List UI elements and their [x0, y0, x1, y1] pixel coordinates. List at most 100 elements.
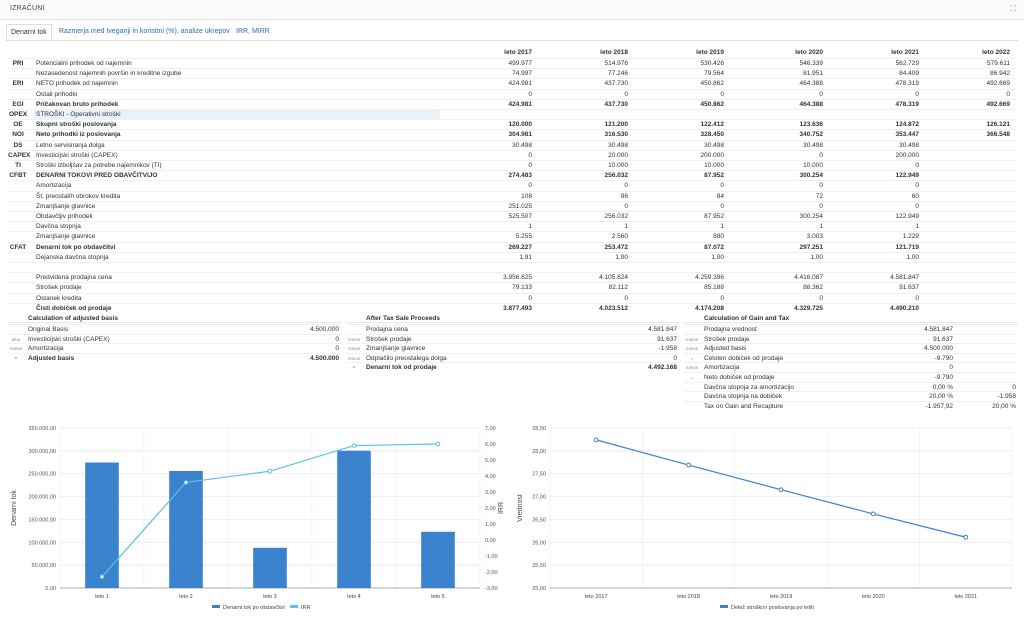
- expand-icon[interactable]: ⛶: [1010, 4, 1016, 13]
- cell-value: 0: [528, 294, 532, 302]
- row-value: 0,00 %: [932, 383, 953, 391]
- row-label: Investicijski stroški (CAPEX): [28, 335, 110, 343]
- row-value-secondary: 0: [1012, 383, 1016, 391]
- cell-value: 108: [521, 192, 532, 200]
- cell-value: 1,00: [906, 253, 919, 261]
- cell-value: 300.254: [799, 172, 824, 180]
- box-title: Calculation of Gain and Tax: [704, 315, 790, 322]
- row-value: -9.790: [934, 374, 953, 381]
- box-title-row: Calculation of Gain and Tax: [684, 314, 1018, 324]
- column-header: leto 2019: [696, 49, 724, 56]
- cell-value: 0: [720, 90, 724, 98]
- box-row: minus Strošek prodaje 91.637: [346, 333, 679, 343]
- cell-value: 60: [911, 192, 919, 200]
- y2-tick-label: 2,00: [485, 506, 496, 512]
- box-row: minus Strošek prodaje 91.637: [684, 333, 1018, 343]
- y-axis-label: Vrednost: [517, 494, 524, 522]
- cell-value: 2.560: [611, 233, 628, 241]
- cell-value: 121.719: [895, 243, 920, 251]
- row-sign: minus: [9, 346, 22, 352]
- y2-tick-label: 5,00: [485, 458, 496, 464]
- table-row: Amortizacija 0 0 0 0 0: [8, 180, 1018, 189]
- row-label: Pričakovan bruto prihodek: [36, 100, 119, 108]
- y-tick-label: 350.000,00: [28, 426, 56, 432]
- table-row: NOI Neto prihodki iz poslovanja 304.981 316…: [8, 129, 1018, 138]
- row-value: 91.637: [657, 335, 677, 343]
- row-sign: minus: [685, 365, 698, 371]
- x-tick-label: leto 3: [263, 594, 276, 600]
- row-label: Neto prihodki iz poslovanja: [36, 131, 121, 139]
- row-value: 4.581.847: [648, 326, 677, 333]
- cell-value: 123.636: [799, 121, 824, 129]
- cell-value: 1: [624, 223, 628, 231]
- cell-value: 530.426: [700, 60, 725, 67]
- cell-value: 122.949: [895, 213, 920, 220]
- cell-value: 0: [915, 90, 919, 98]
- cell-value: 96: [620, 192, 628, 200]
- row-label: Letno servisiranja dolga: [36, 141, 105, 149]
- row-code: ERI: [12, 80, 24, 88]
- table-row: TI Stroški izboljšav za potrebe najemniko…: [8, 160, 1018, 169]
- cell-value: 300.254: [799, 213, 824, 220]
- cell-value: 0: [819, 294, 823, 302]
- cell-value: 30.498: [803, 141, 823, 149]
- cell-value: 10.000: [803, 162, 823, 169]
- series-point: [686, 462, 692, 468]
- box-row: Original Basis 4.500.000: [8, 324, 341, 333]
- row-value: 4.500.000: [310, 354, 339, 362]
- y-axis-label: Denarni tok: [11, 490, 18, 526]
- table-header-row: leto 2017 leto 2018 leto 2019 leto 2020 leto…: [8, 48, 1018, 57]
- row-code: CFBT: [9, 172, 27, 180]
- y-tick-label: 28,50: [532, 426, 546, 432]
- y-tick-label: 100.000,00: [28, 540, 56, 546]
- cell-value: 84: [716, 192, 724, 200]
- series-point: [963, 534, 969, 540]
- y-tick-label: 27,50: [532, 472, 546, 478]
- table-row: Zmanjšanje glavnice 5.255 2.560 880 3.003 1.2…: [8, 231, 1018, 240]
- row-value: -1.958: [658, 345, 677, 353]
- y2-axis-label: IRR: [498, 502, 505, 514]
- table-row: PRI Potencialni prihodek od najemnin 499.9…: [8, 58, 1018, 67]
- box-row: minus Amortizacija 0: [684, 362, 1018, 371]
- cell-value: 297.251: [799, 243, 824, 251]
- cell-value: 0: [720, 182, 724, 190]
- row-label: Strošek prodaje: [36, 284, 82, 292]
- table-row: Davčna stopnja 1 1 1 1 1: [8, 221, 1018, 230]
- table-row: OE Skupni stroški poslovanja 120.000 121.20…: [8, 119, 1018, 128]
- row-value: 4.500.000: [310, 326, 339, 333]
- row-sign: =: [14, 355, 18, 361]
- cell-value: 256.032: [604, 213, 629, 220]
- box-row: plus Investicijski stroški (CAPEX) 0: [8, 333, 341, 343]
- box-row: Davčna stopnja na dobiček 20,00 % -1.958: [684, 391, 1018, 400]
- cell-value: 514.976: [604, 60, 629, 67]
- tab-denarni-tok[interactable]: Denarni tok: [6, 24, 52, 40]
- table-row: Nezasedenost najemnih površin in kreditn…: [8, 68, 1018, 77]
- column-header: leto 2022: [982, 49, 1010, 56]
- table-row: Št. preostalih obrokov kredita 108 96 84 72 6…: [8, 190, 1018, 200]
- row-label: Strošek prodaje: [366, 335, 412, 343]
- tab-irr-mirr[interactable]: IRR, MIRR: [236, 28, 270, 35]
- cell-value: 30.498: [704, 141, 724, 149]
- row-value: -1.957,92: [925, 402, 953, 410]
- cell-value: 3.956.625: [503, 274, 532, 282]
- y-tick-label: 26,00: [532, 540, 546, 546]
- irr-point: [99, 574, 105, 580]
- row-value: -9.790: [934, 354, 953, 362]
- cell-value: 4.105.624: [599, 274, 628, 282]
- cell-value: 30.498: [608, 141, 628, 149]
- box-row: = Adjusted basis 4.500.000: [8, 352, 341, 362]
- x-tick-label: leto 2: [179, 594, 192, 600]
- cell-value: 87.952: [704, 213, 724, 220]
- cell-value: 87.952: [704, 172, 724, 180]
- row-label: NETO prihodek od najemnin: [36, 80, 118, 88]
- tab-razmerja[interactable]: Razmerja med tveganji in koristmi (%), a…: [59, 28, 230, 35]
- table-row: [8, 262, 1018, 271]
- y-tick-label: 28,00: [532, 449, 546, 455]
- panel-title: IZRAČUNI: [10, 5, 45, 12]
- cell-value: 85.188: [704, 284, 724, 292]
- cell-value: 499.977: [508, 60, 533, 67]
- cell-value: 340.752: [799, 131, 824, 139]
- irr-point: [351, 443, 357, 448]
- bar: [85, 462, 119, 588]
- cell-value: 0: [528, 151, 532, 159]
